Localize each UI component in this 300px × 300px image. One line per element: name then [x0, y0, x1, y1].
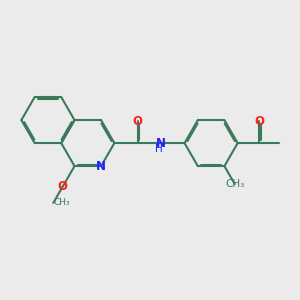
Text: O: O	[254, 115, 265, 128]
Text: H: H	[155, 144, 163, 154]
Text: N: N	[96, 160, 106, 172]
Text: O: O	[58, 180, 68, 193]
Text: CH₃: CH₃	[225, 179, 244, 189]
Text: CH₃: CH₃	[53, 198, 70, 207]
Text: O: O	[133, 115, 143, 128]
Text: N: N	[156, 136, 166, 150]
